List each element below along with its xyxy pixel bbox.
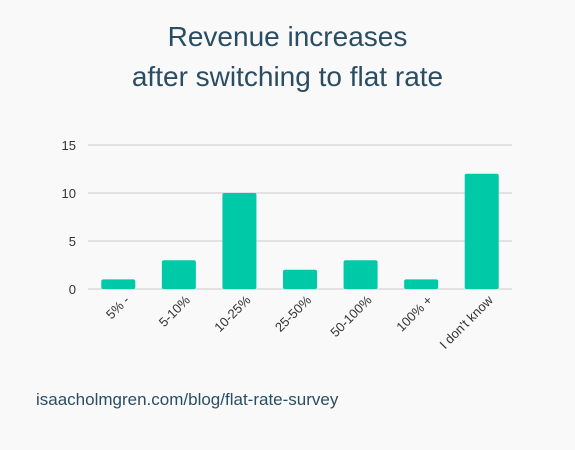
chart-title-line-1: Revenue increases	[167, 21, 408, 52]
bar	[222, 193, 257, 289]
y-tick-label: 15	[62, 138, 76, 153]
x-tick-label: 50-100%	[327, 292, 375, 340]
chart-title-line-2: after switching to flat rate	[131, 61, 444, 92]
x-tick-label: 5-10%	[156, 292, 193, 329]
bar	[101, 279, 136, 289]
y-tick-label: 10	[62, 186, 76, 201]
bar	[161, 260, 196, 289]
bar	[343, 260, 378, 289]
y-tick-label: 5	[69, 234, 76, 249]
x-tick-label: 25-50%	[272, 292, 315, 335]
x-tick-label: I don't know	[436, 292, 496, 352]
x-tick-label: 10-25%	[211, 292, 254, 335]
y-tick-label: 0	[69, 282, 76, 297]
bar	[464, 173, 499, 289]
x-tick-label: 5% -	[103, 293, 133, 323]
bar	[404, 279, 439, 289]
source-url: isaacholmgren.com/blog/flat-rate-survey	[36, 390, 339, 409]
x-tick-label: 100% +	[393, 293, 435, 335]
bar	[283, 269, 317, 289]
